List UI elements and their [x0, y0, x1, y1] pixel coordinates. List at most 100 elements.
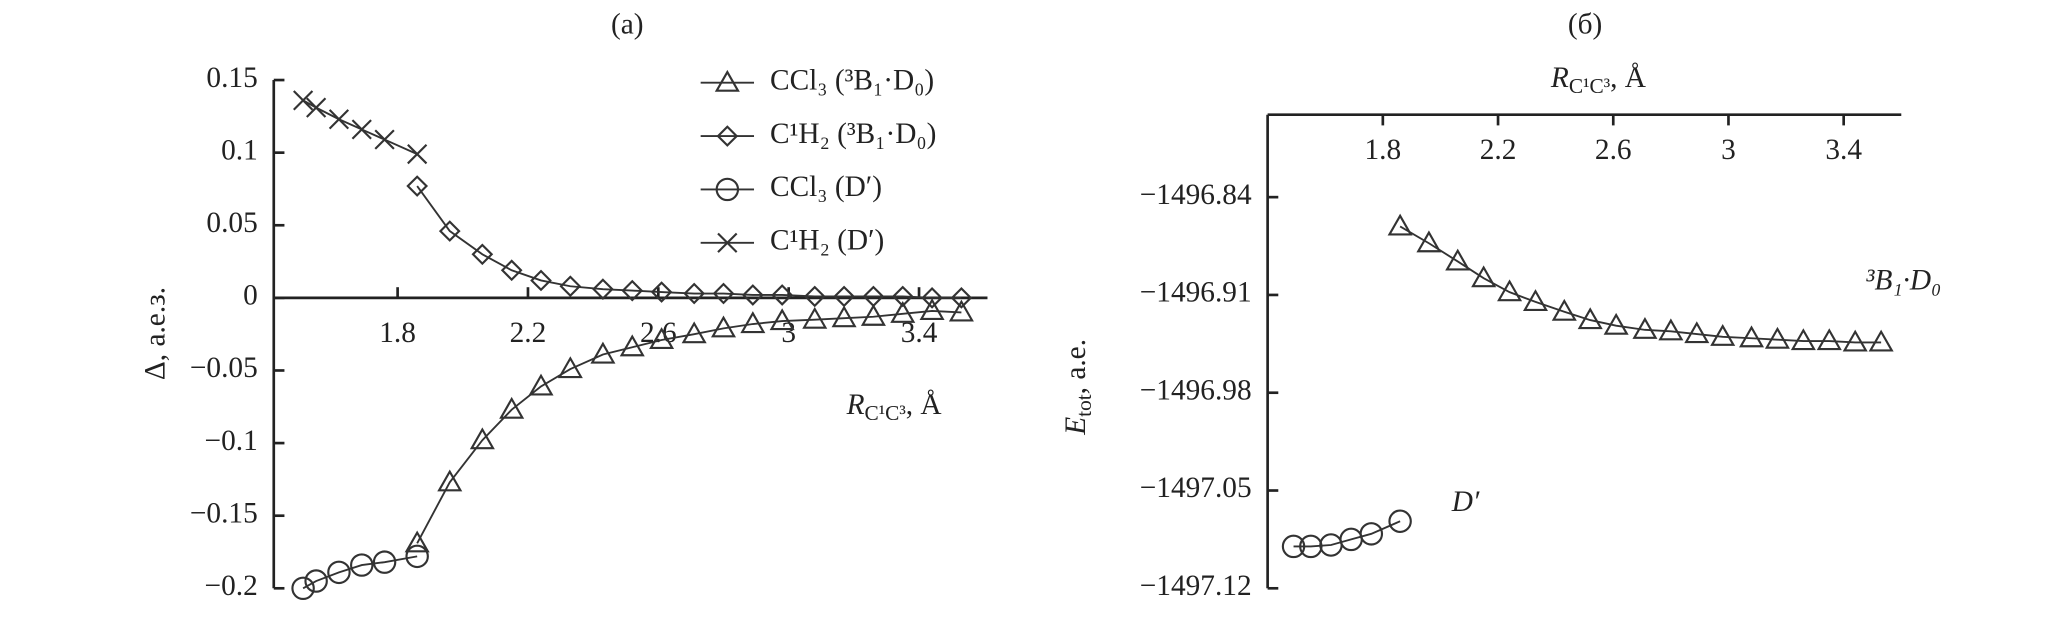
y-axis-label: Etot, а.е.: [1060, 339, 1096, 436]
marker: [530, 269, 552, 292]
marker: [1868, 329, 1894, 352]
marker: [469, 427, 495, 450]
marker: [1764, 326, 1790, 349]
y-tick-label: −1496.84: [1140, 179, 1252, 211]
marker: [374, 129, 395, 150]
marker: [1445, 248, 1471, 271]
legend-marker: [717, 232, 738, 253]
y-tick-label: −0.15: [190, 497, 258, 529]
marker: [1471, 265, 1497, 288]
legend-marker: [716, 125, 739, 147]
legend-marker: [715, 177, 740, 202]
x-axis-label-sub: C¹C³: [865, 401, 906, 425]
marker: [649, 327, 675, 350]
marker: [1816, 328, 1842, 351]
marker: [1387, 213, 1413, 236]
legend-marker: [714, 69, 740, 92]
x-axis-label-sub: C¹C³: [1569, 74, 1610, 98]
x-axis-label: RC¹C³, Å: [1550, 62, 1646, 98]
marker: [890, 301, 916, 323]
series-line: [416, 185, 962, 299]
x-tick-label: 3: [1721, 134, 1736, 166]
marker: [1551, 298, 1577, 321]
y-axis-label-sub: tot: [1072, 394, 1096, 417]
annotation: D′: [1451, 486, 1480, 518]
y-tick-label: 0.1: [221, 134, 258, 166]
marker: [1359, 522, 1384, 546]
marker: [740, 311, 766, 334]
marker: [919, 298, 945, 321]
marker: [437, 469, 463, 492]
marker: [404, 530, 430, 553]
marker: [405, 544, 429, 569]
marker: [1497, 279, 1523, 302]
marker: [621, 279, 644, 302]
x-tick-label: 1.8: [1364, 134, 1401, 166]
x-axis-label-suffix: , Å: [1610, 62, 1646, 94]
marker: [948, 299, 974, 322]
marker: [304, 569, 328, 593]
legend-label: C¹H₂ (D′): [770, 225, 884, 257]
marker: [351, 119, 372, 140]
series-line: [302, 555, 418, 590]
marker: [741, 284, 764, 306]
marker: [1738, 325, 1765, 348]
marker: [619, 334, 645, 357]
marker: [406, 175, 429, 197]
marker: [528, 373, 554, 396]
y-tick-label: 0.05: [206, 207, 257, 239]
marker: [921, 287, 943, 309]
marker: [1658, 318, 1684, 341]
legend-label: CCl₃ (D′): [770, 171, 882, 203]
marker: [950, 287, 973, 309]
series-line: [1293, 520, 1401, 548]
marker: [1684, 321, 1710, 344]
marker: [833, 285, 855, 308]
marker: [306, 97, 327, 118]
y-tick-label: −1496.98: [1140, 374, 1252, 406]
x-axis-label: RC¹C³, Å: [846, 389, 942, 425]
x-tick-label: 2.2: [1480, 134, 1517, 166]
chart-title: (б): [1568, 8, 1602, 40]
marker: [831, 305, 857, 328]
marker: [769, 308, 795, 331]
marker: [500, 259, 523, 282]
legend-label: CCl₃ (³B₁·D₀): [770, 64, 934, 96]
x-axis-label-suffix: , Å: [906, 389, 942, 421]
marker: [802, 306, 828, 329]
y-tick-label: −1496.91: [1140, 277, 1252, 309]
marker: [650, 281, 673, 303]
y-axis-label-main: E: [1060, 417, 1092, 436]
marker: [1522, 289, 1549, 311]
chart-title: (а): [611, 8, 644, 40]
marker: [862, 285, 885, 308]
marker: [1790, 328, 1816, 351]
x-tick-label: 2.6: [1595, 134, 1632, 166]
marker: [710, 315, 737, 338]
marker: [860, 303, 886, 326]
marker: [1710, 324, 1736, 346]
annotation: ³B₁·D₀: [1866, 265, 1942, 297]
marker: [407, 144, 428, 165]
marker: [438, 220, 461, 242]
marker: [1299, 534, 1323, 559]
marker: [683, 282, 706, 305]
marker: [1603, 312, 1629, 335]
x-tick-label: 1.8: [379, 317, 416, 349]
marker: [1577, 307, 1603, 330]
marker: [328, 109, 350, 130]
series-line: [1399, 225, 1882, 344]
marker: [293, 90, 314, 111]
marker: [590, 341, 616, 364]
legend-label: C¹H₂ (³B₁·D₀): [770, 118, 936, 150]
marker: [891, 285, 914, 308]
x-tick-label: 2.2: [510, 317, 547, 349]
marker: [803, 285, 826, 308]
marker: [327, 560, 351, 585]
marker: [559, 275, 582, 298]
marker: [372, 550, 397, 574]
marker: [1388, 509, 1412, 533]
x-tick-label: 3.4: [1825, 134, 1862, 166]
marker: [471, 243, 494, 266]
